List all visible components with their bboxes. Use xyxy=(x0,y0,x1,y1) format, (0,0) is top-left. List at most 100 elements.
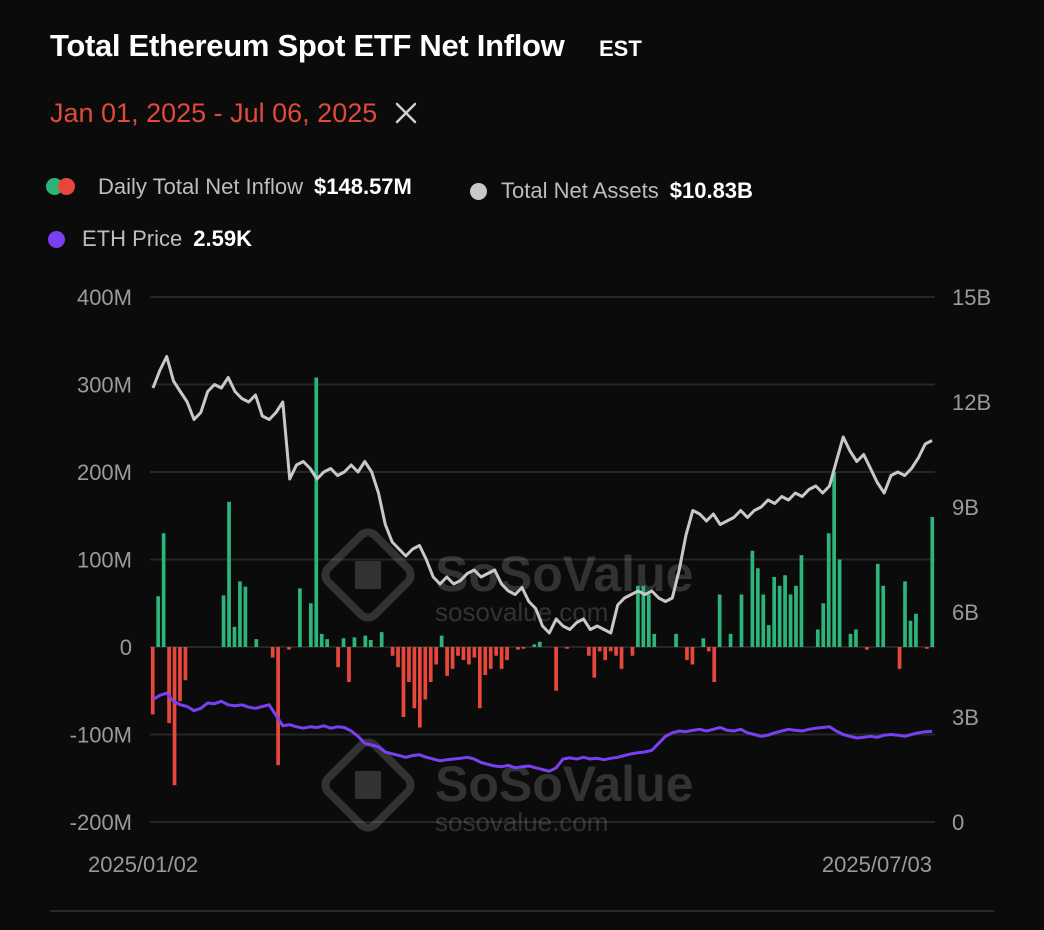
inflow-bar xyxy=(608,647,613,652)
sosovalue-logo-core xyxy=(355,561,381,589)
inflow-bar xyxy=(777,585,782,647)
inflow-bar xyxy=(417,647,422,728)
legend-inflow[interactable]: Daily Total Net Inflow $148.57M xyxy=(46,174,412,200)
inflow-bar xyxy=(178,647,182,702)
inflow-bar xyxy=(875,563,880,647)
sosovalue-logo-core xyxy=(355,771,381,799)
total-net-assets-line xyxy=(151,355,933,635)
left-tick-label: 400M xyxy=(77,285,132,310)
inflow-bar xyxy=(368,640,373,647)
inflow-bar xyxy=(472,647,477,658)
inflow-bar xyxy=(232,626,237,647)
legend-assets-label: Total Net Assets xyxy=(501,178,659,203)
inflow-bar xyxy=(456,647,460,656)
inflow-bar xyxy=(396,647,400,668)
inflow-bar xyxy=(903,581,907,647)
inflow-bar xyxy=(243,586,248,647)
inflow-bar xyxy=(450,647,455,669)
date-range[interactable]: Jan 01, 2025 - Jul 06, 2025 xyxy=(50,98,378,128)
chart-title: Total Ethereum Spot ETF Net Inflow xyxy=(50,28,565,63)
eth-price-line xyxy=(152,691,933,773)
inflow-bar xyxy=(516,647,520,650)
watermarks: SoSoValuesosovalue.comSoSoValuesosovalue… xyxy=(321,528,693,837)
inflow-bar xyxy=(619,647,624,669)
legend-assets-value: $10.83B xyxy=(669,178,753,203)
inflow-bar xyxy=(641,585,646,647)
inflow-bar xyxy=(717,594,722,647)
inflow-bar xyxy=(674,633,678,647)
inflow-bar xyxy=(379,632,384,647)
watermark-url: sosovalue.com xyxy=(435,807,608,837)
x-tick-label: 2025/01/02 xyxy=(88,852,198,877)
inflow-bar xyxy=(227,501,231,647)
close-icon[interactable] xyxy=(392,99,420,127)
inflow-bar xyxy=(914,613,918,647)
inflow-bar xyxy=(314,377,319,647)
axes: 400M 300M 200M 100M 0 -100M -200M 15B 12B 9B 6B 3B 0… xyxy=(70,285,992,877)
inflow-bar xyxy=(690,647,695,665)
inflow-bar xyxy=(428,647,433,682)
inflow-bar xyxy=(532,644,537,647)
inflow-bar xyxy=(308,603,313,647)
inflow-bar xyxy=(728,633,733,647)
inflow-bar xyxy=(897,647,902,669)
inflow-bar xyxy=(614,647,618,656)
inflow-bar xyxy=(461,647,466,661)
inflow-bar xyxy=(865,647,869,650)
inflow-bar xyxy=(739,594,744,647)
inflow-bar xyxy=(238,581,242,647)
inflow-bar xyxy=(352,637,357,647)
legend-price[interactable]: ETH Price 2.59K xyxy=(48,226,252,252)
inflow-bar xyxy=(439,635,444,647)
x-tick-label: 2025/07/03 xyxy=(822,852,932,877)
right-tick-label: 9B xyxy=(952,495,979,520)
inflow-bar xyxy=(499,647,504,669)
inflow-bar xyxy=(854,629,858,647)
inflow-bar xyxy=(537,641,542,647)
legend-inflow-value: $148.57M xyxy=(314,174,412,199)
inflow-bar xyxy=(172,647,177,786)
legend-price-value: 2.59K xyxy=(193,226,252,251)
legend-assets[interactable]: Total Net Assets $10.83B xyxy=(470,178,753,204)
inflow-bar xyxy=(706,647,711,652)
inflow-bar xyxy=(603,647,608,661)
right-tick-label: 0 xyxy=(952,810,964,835)
inflow-bar xyxy=(341,638,346,647)
inflow-bar xyxy=(298,588,302,647)
inflow-bar xyxy=(750,550,755,647)
inflow-bar xyxy=(712,647,717,682)
right-tick-label: 6B xyxy=(952,600,979,625)
timezone-label[interactable]: EST xyxy=(599,36,642,61)
inflow-bar xyxy=(319,633,324,647)
inflow-bar xyxy=(646,594,651,647)
inflow-bar xyxy=(930,517,935,647)
left-tick-label: 100M xyxy=(77,548,132,573)
inflow-bar xyxy=(276,647,280,766)
inflow-bar xyxy=(685,647,689,661)
watermark-url: sosovalue.com xyxy=(435,597,608,627)
inflow-bar xyxy=(150,647,155,715)
left-tick-label: -100M xyxy=(70,723,132,748)
inflow-bar xyxy=(254,639,259,647)
right-tick-label: 12B xyxy=(952,390,991,415)
inflow-bar xyxy=(412,647,417,709)
left-tick-label: -200M xyxy=(70,810,132,835)
etf-inflow-chart[interactable]: SoSoValuesosovalue.comSoSoValuesosovalue… xyxy=(0,270,1044,890)
price-legend-icon xyxy=(48,230,65,248)
inflow-bar xyxy=(586,647,591,656)
inflow-bar xyxy=(505,647,509,661)
inflow-bar xyxy=(401,647,406,717)
inflow-bar xyxy=(832,472,837,647)
inflow-bar xyxy=(325,639,330,647)
inflow-bar xyxy=(630,647,635,656)
inflow-bar xyxy=(908,620,913,647)
inflow-bar xyxy=(755,568,760,647)
sosovalue-logo-icon xyxy=(321,528,415,622)
grid xyxy=(150,296,935,823)
divider xyxy=(50,910,994,912)
inflow-bar xyxy=(652,633,657,647)
inflow-bar xyxy=(494,647,499,656)
inflow-bar xyxy=(826,533,831,647)
inflow-bar xyxy=(477,647,482,709)
